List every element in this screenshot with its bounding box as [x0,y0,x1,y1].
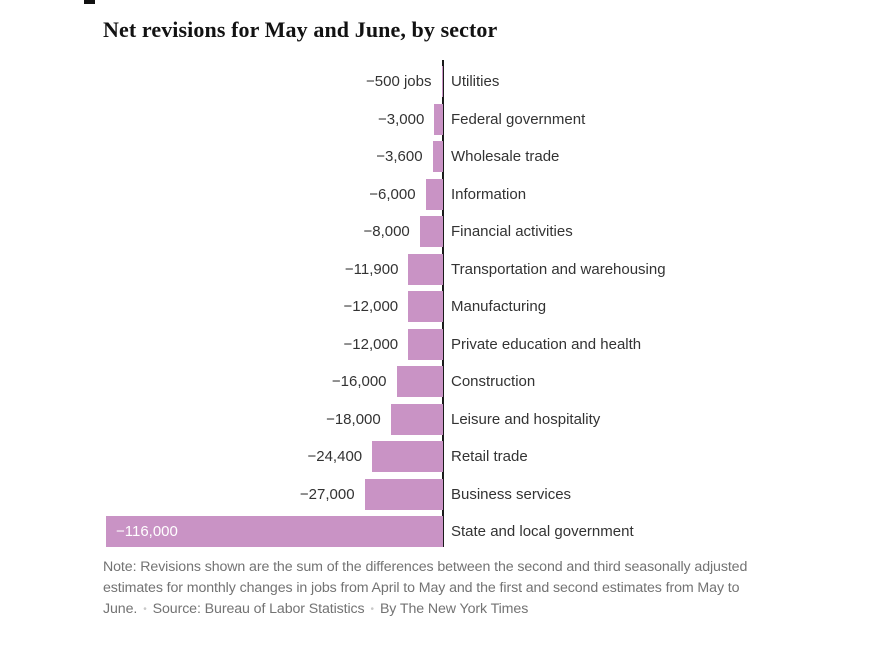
sector-label: Private education and health [451,335,642,353]
bar [434,103,443,135]
sector-label: Manufacturing [451,298,547,315]
chart-row: −3,000 Federal government [0,101,874,139]
source-text: Source: Bureau of Labor Statistics [152,601,365,617]
value-label: −500 jobs [366,73,432,90]
value-label: −3,600 [376,148,423,165]
sector-label: Transportation and warehousing [451,260,666,278]
value-label: −18,000 [326,410,381,428]
sector-label: Business services [451,485,572,503]
value-label: −6,000 [369,185,416,203]
chart-row: −11,900 Transportation and warehousing [0,251,874,289]
byline-text: By The New York Times [379,601,529,617]
sector-label: Construction [451,373,536,390]
value-label: −116,000 [116,523,178,540]
chart-row: −12,000 Private education and health [0,326,874,364]
bar [408,253,443,285]
value-label: −24,400 [307,448,363,465]
value-label: −12,000 [343,298,399,315]
sector-label: Leisure and hospitality [451,410,601,428]
sector-label: State and local government [451,523,634,540]
footnote: Note: Revisions shown are the sum of the… [103,557,779,620]
chart-row: −500 jobs Utilities [0,63,874,101]
bullet-separator-icon: • [143,604,147,615]
value-label: −12,000 [343,335,399,353]
chart-row: −8,000 Financial activities [0,213,874,251]
chart-row: −18,000 Leisure and hospitality [0,401,874,439]
bar [441,66,443,98]
chart-row: −3,600 Wholesale trade [0,138,874,176]
chart-row: −6,000 Information [0,176,874,214]
chart-row: −16,000 Construction [0,363,874,401]
bar [364,478,443,510]
bar [390,403,443,435]
sector-label: Retail trade [451,448,528,465]
bar [408,291,443,323]
value-label: −8,000 [363,223,410,240]
sector-label: Wholesale trade [451,148,560,165]
value-label: −16,000 [331,373,387,390]
bar [106,516,443,548]
bar-chart: −500 jobs Utilities −3,000 Federal governme… [0,60,874,551]
chart-row: −116,000 State and local government [0,513,874,551]
chart-row: −27,000 Business services [0,476,874,514]
bullet-separator-icon: • [370,604,375,615]
sector-label: Utilities [451,73,500,90]
chart-title: Net revisions for May and June, by secto… [103,17,498,42]
bar [372,441,443,473]
value-label: −3,000 [378,110,425,128]
sector-label: Information [451,185,527,203]
bar [396,366,443,398]
sector-label: Federal government [451,110,586,128]
bar [408,328,443,360]
value-label: −27,000 [299,485,355,503]
sector-label: Financial activities [451,223,573,240]
axis-baseline [442,60,444,547]
bar [432,141,443,173]
bar [425,178,443,210]
cropped-content-fragment [84,0,95,4]
value-label: −11,900 [344,260,399,278]
chart-row: −12,000 Manufacturing [0,288,874,326]
chart-row: −24,400 Retail trade [0,438,874,476]
note-text: Note: Revisions shown are the sum of the… [103,559,748,617]
bar [419,216,443,248]
